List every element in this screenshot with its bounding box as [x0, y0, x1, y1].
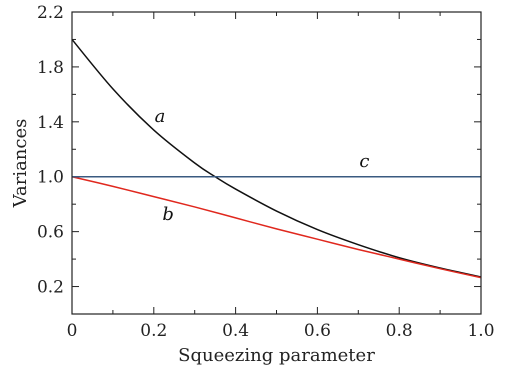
- series-line-a: [71, 38, 482, 278]
- x-tick-label: 0.8: [386, 321, 413, 341]
- y-tick-label: 1.0: [37, 168, 64, 188]
- y-axis-title: Variances: [10, 119, 31, 209]
- x-axis-title: Squeezing parameter: [178, 345, 375, 366]
- curve-label-b: b: [162, 204, 174, 225]
- y-tick-label: 1.4: [37, 113, 64, 133]
- x-tick-label: 1.0: [467, 321, 494, 341]
- x-tick-label: 0: [67, 321, 78, 341]
- x-tick-label: 0.2: [140, 321, 167, 341]
- x-tick-label: 0.4: [222, 321, 249, 341]
- y-tick-label: 0.6: [37, 223, 64, 243]
- curve-label-c: c: [359, 151, 369, 172]
- y-tick-label: 2.2: [37, 3, 64, 23]
- labels-layer: a b c: [155, 106, 370, 225]
- y-tick-label: 1.8: [37, 58, 64, 78]
- series-line-b: [71, 175, 482, 279]
- curve-label-a: a: [155, 106, 166, 127]
- series-layer: [71, 38, 482, 279]
- plot-frame: [71, 11, 482, 315]
- x-tick-label: 0.6: [304, 321, 331, 341]
- y-tick-label: 0.2: [37, 278, 64, 298]
- ticks-layer: 0 0.2 0.4 0.6 0.8 1.0 0.2 0.6 1.0 1.4 1.8 2.2: [37, 3, 495, 341]
